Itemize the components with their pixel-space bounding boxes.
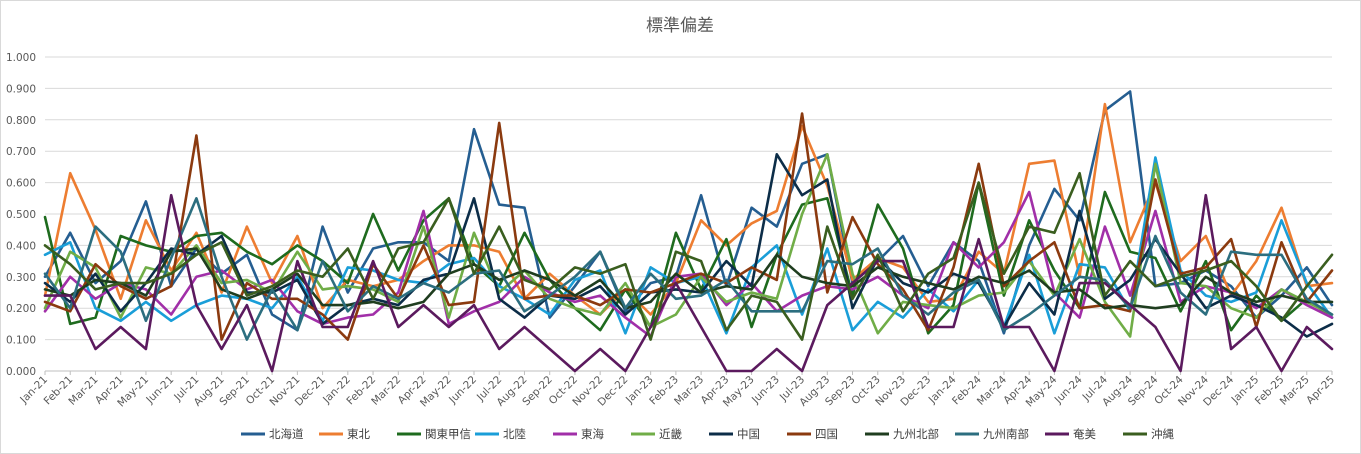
series-line-1 (43, 102, 1334, 316)
legend-label: 東海 (581, 427, 604, 441)
legend-label: 九州南部 (983, 427, 1029, 441)
legend-label: 北海道 (269, 427, 304, 441)
series-line-2 (43, 181, 1334, 335)
y-tick-label: 0.400 (6, 240, 36, 252)
legend: 北海道 東北 関東甲信 北陸 東海 近畿 中国 四国 九州北部 九州南部 奄美 沖縄 (241, 427, 1174, 441)
y-axis-ticks: 0.000 0.100 0.200 0.300 0.400 0.500 0.600 0.700… (6, 52, 36, 378)
y-tick-label: 0.700 (6, 146, 36, 158)
y-tick-label: 1.000 (6, 52, 36, 64)
legend-label: 沖縄 (1151, 427, 1174, 441)
y-tick-label: 0.500 (6, 209, 36, 221)
series-line-6 (43, 153, 1334, 338)
legend-label: 関東甲信 (425, 427, 471, 441)
y-tick-label: 0.000 (6, 366, 36, 378)
series-line-4 (43, 190, 1334, 338)
series-line-10 (43, 193, 1334, 373)
legend-label: 中国 (737, 427, 760, 441)
series-line-11 (43, 171, 1334, 341)
y-tick-label: 0.200 (6, 303, 36, 315)
series-line-5 (43, 153, 1334, 338)
series-line-8 (43, 247, 1334, 310)
y-tick-label: 0.800 (6, 115, 36, 127)
series-lines (43, 90, 1334, 373)
legend-label: 四国 (815, 427, 838, 441)
y-tick-label: 0.100 (6, 335, 36, 347)
y-tick-label: 0.900 (6, 83, 36, 95)
y-tick-label: 0.300 (6, 272, 36, 284)
legend-label: 東北 (347, 427, 370, 441)
legend-label: 北陸 (503, 427, 526, 441)
legend-label: 奄美 (1073, 427, 1096, 441)
legend-label: 九州北部 (893, 427, 939, 441)
y-tick-label: 0.600 (6, 178, 36, 190)
legend-label: 近畿 (659, 427, 682, 441)
chart-title: 標準偏差 (646, 16, 714, 36)
